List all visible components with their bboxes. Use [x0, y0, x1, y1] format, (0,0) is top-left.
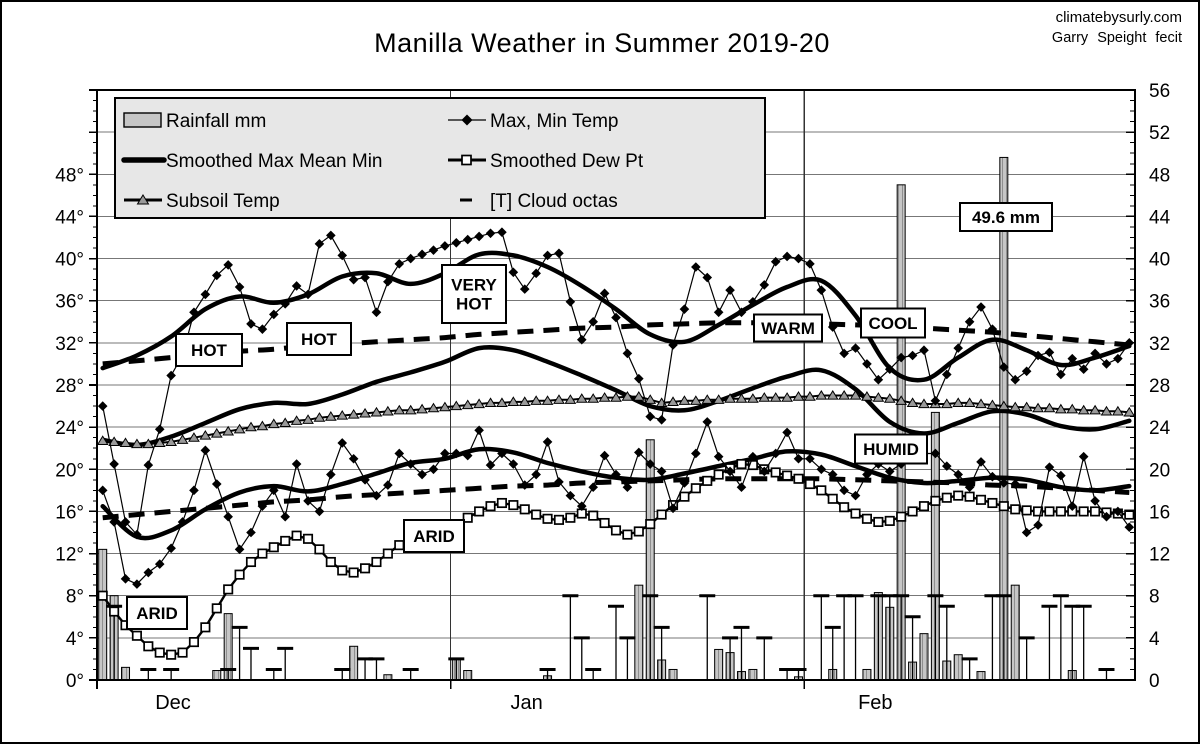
svg-text:Smoothed Dew Pt: Smoothed Dew Pt — [490, 151, 644, 172]
svg-text:HUMID: HUMID — [863, 440, 919, 459]
svg-text:Feb: Feb — [858, 692, 892, 714]
svg-text:Jan: Jan — [511, 692, 543, 714]
cloud-octas-marks — [106, 594, 1115, 680]
svg-text:16°: 16° — [55, 502, 84, 523]
smoothed-mean-line — [100, 345, 1132, 448]
svg-text:32: 32 — [1149, 334, 1170, 355]
svg-text:48°: 48° — [55, 165, 84, 186]
svg-text:36°: 36° — [55, 292, 84, 313]
min-temp-line — [102, 420, 1130, 585]
svg-text:16: 16 — [1149, 502, 1170, 523]
svg-text:HOT: HOT — [301, 330, 338, 349]
svg-text:Dec: Dec — [155, 692, 191, 714]
svg-text:ARID: ARID — [413, 527, 455, 546]
svg-text:56: 56 — [1149, 81, 1170, 102]
svg-text:0°: 0° — [66, 671, 84, 692]
svg-text:8: 8 — [1149, 587, 1160, 608]
credit-site: climatebysurly.com — [1055, 9, 1182, 26]
svg-text:40: 40 — [1149, 250, 1170, 271]
max-temp-markers — [97, 227, 1135, 540]
svg-text:28: 28 — [1149, 376, 1170, 397]
subsoil-line — [102, 394, 1130, 445]
svg-text:36: 36 — [1149, 292, 1170, 313]
svg-text:20°: 20° — [55, 460, 84, 481]
svg-text:Max, Min Temp: Max, Min Temp — [490, 111, 618, 132]
normal-min-dashed-line — [102, 476, 1130, 521]
svg-text:Rainfall mm: Rainfall mm — [166, 111, 266, 132]
svg-text:12: 12 — [1149, 545, 1170, 566]
svg-text:4°: 4° — [66, 629, 84, 650]
svg-text:32°: 32° — [55, 334, 84, 355]
svg-text:Subsoil Temp: Subsoil Temp — [166, 191, 280, 212]
svg-text:24°: 24° — [55, 418, 84, 439]
page-title: Manilla Weather in Summer 2019-20 — [374, 28, 830, 58]
normal-max-dashed-line — [102, 320, 1130, 367]
svg-text:0: 0 — [1149, 671, 1160, 692]
subsoil-markers — [96, 389, 1136, 449]
svg-text:VERY: VERY — [451, 276, 497, 295]
svg-text:HOT: HOT — [191, 341, 228, 360]
svg-text:HOT: HOT — [456, 295, 493, 314]
legend: Rainfall mm Max, Min Temp Smoothed Max Mea… — [114, 97, 766, 219]
credits: climatebysurly.com Garry Speight fecit — [1052, 7, 1182, 48]
svg-text:Smoothed Max Mean Min: Smoothed Max Mean Min — [166, 151, 383, 172]
rainfall-bars — [98, 156, 1077, 681]
svg-text:24: 24 — [1149, 418, 1171, 439]
svg-text:49.6 mm: 49.6 mm — [972, 208, 1040, 227]
svg-text:44°: 44° — [55, 207, 84, 228]
svg-text:ARID: ARID — [136, 604, 178, 623]
smoothed-max-line — [100, 250, 1132, 383]
svg-text:20: 20 — [1149, 460, 1170, 481]
svg-text:40°: 40° — [55, 250, 84, 271]
svg-text:8°: 8° — [66, 587, 84, 608]
smoothed-min-line — [100, 446, 1132, 541]
svg-text:[T] Cloud octas: [T] Cloud octas — [490, 191, 618, 212]
svg-text:52: 52 — [1149, 123, 1170, 144]
svg-text:4: 4 — [1149, 629, 1160, 650]
credit-author: Garry Speight fecit — [1051, 30, 1182, 46]
min-temp-markers — [97, 417, 1135, 589]
svg-text:12°: 12° — [55, 545, 84, 566]
svg-text:44: 44 — [1149, 207, 1171, 228]
svg-text:COOL: COOL — [868, 314, 917, 333]
svg-text:48: 48 — [1149, 165, 1170, 186]
svg-text:28°: 28° — [55, 376, 84, 397]
axes: 0°4°8°12°16°20°24°28°32°36°40°44°48°0481… — [55, 81, 1170, 714]
svg-text:WARM: WARM — [761, 319, 815, 338]
